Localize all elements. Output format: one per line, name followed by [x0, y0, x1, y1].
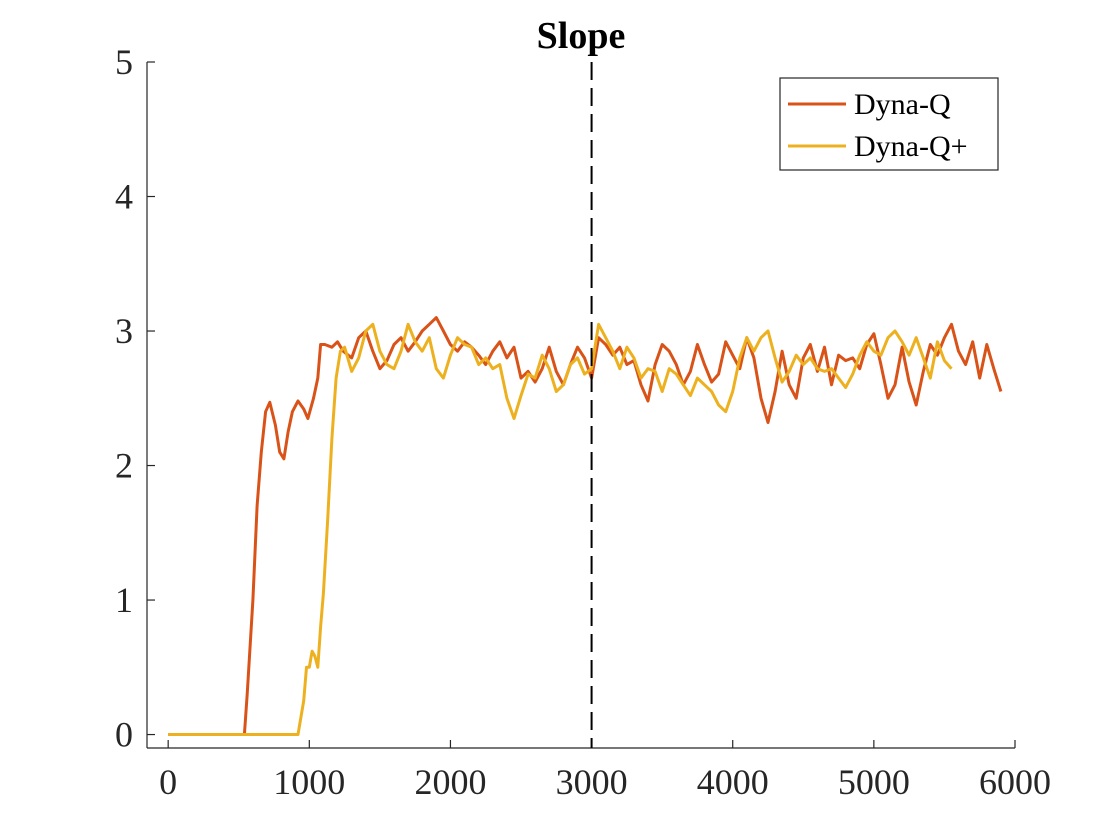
y-tick-label-2: 2 [115, 446, 133, 486]
chart-title: Slope [537, 15, 626, 57]
y-tick-label-4: 4 [115, 177, 133, 217]
x-tick-label-4000: 4000 [697, 762, 769, 802]
y-tick-label-3: 3 [115, 311, 133, 351]
series-layer [168, 62, 1003, 748]
legend-label-dyna-q: Dyna-Q [854, 88, 951, 121]
legend-box [779, 77, 999, 171]
series-line-dyna-q [168, 316, 1003, 736]
y-tick-label-0: 0 [115, 715, 133, 755]
x-tick-label-0: 0 [159, 762, 177, 802]
x-tick-label-2000: 2000 [414, 762, 486, 802]
x-tick-label-1000: 1000 [273, 762, 345, 802]
axes: 0 1000 2000 3000 4000 5000 6000 0 1 2 3 4 5 [115, 42, 1051, 802]
legend: Dyna-Q Dyna-Q+ [779, 77, 999, 171]
y-tick-label-1: 1 [115, 580, 133, 620]
series-line-dyna-q-plus [168, 322, 953, 736]
legend-label-dyna-q-plus: Dyna-Q+ [854, 130, 968, 163]
x-tick-label-6000: 6000 [979, 762, 1051, 802]
x-tick-label-5000: 5000 [838, 762, 910, 802]
y-tick-label-5: 5 [115, 42, 133, 82]
x-tick-label-3000: 3000 [556, 762, 628, 802]
